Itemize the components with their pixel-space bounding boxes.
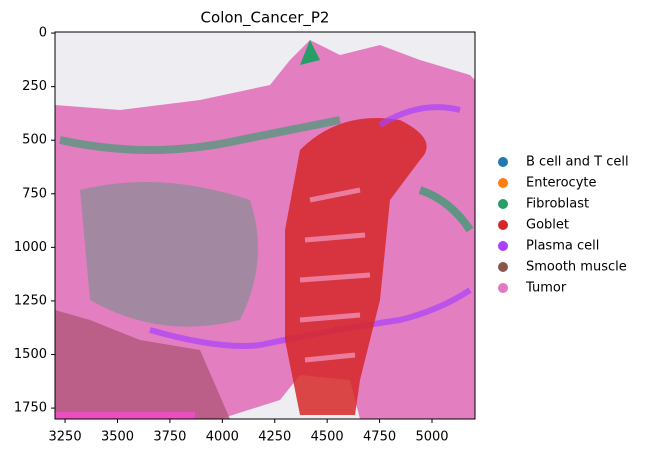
x-tick-label: 4500 <box>311 430 344 445</box>
legend-label: Tumor <box>525 281 567 296</box>
x-tick-label: 4000 <box>206 430 239 445</box>
x-tick-label: 5000 <box>415 430 448 445</box>
y-tick-label: 250 <box>22 79 47 94</box>
x-tick-label: 3750 <box>153 430 186 445</box>
legend-label: Smooth muscle <box>526 260 627 275</box>
y-tick-label: 0 <box>39 26 47 41</box>
legend-marker <box>498 199 508 209</box>
legend-label: Plasma cell <box>526 239 599 254</box>
y-tick-label: 1500 <box>14 347 47 362</box>
plot-frame <box>54 31 476 420</box>
legend-label: B cell and T cell <box>526 155 629 170</box>
chart-title: Colon_Cancer_P2 <box>201 9 330 28</box>
x-tick-label: 4250 <box>258 430 291 445</box>
x-tick-label: 4750 <box>363 430 396 445</box>
legend-label: Fibroblast <box>526 197 589 212</box>
y-tick-label: 750 <box>22 186 47 201</box>
legend-marker <box>498 262 508 272</box>
legend-marker <box>498 241 508 251</box>
legend-label: Goblet <box>526 218 569 233</box>
y-tick-label: 1000 <box>14 240 47 255</box>
y-tick-label: 1250 <box>14 293 47 308</box>
y-tick-label: 1750 <box>14 401 47 416</box>
legend-label: Enterocyte <box>526 176 597 191</box>
legend-marker <box>498 157 508 167</box>
y-tick-label: 500 <box>22 133 47 148</box>
x-tick-label: 3250 <box>49 430 82 445</box>
legend-marker <box>498 178 508 188</box>
legend-marker <box>498 220 508 230</box>
x-tick-label: 3500 <box>101 430 134 445</box>
legend-marker <box>498 283 508 293</box>
tissue-image <box>55 32 475 419</box>
